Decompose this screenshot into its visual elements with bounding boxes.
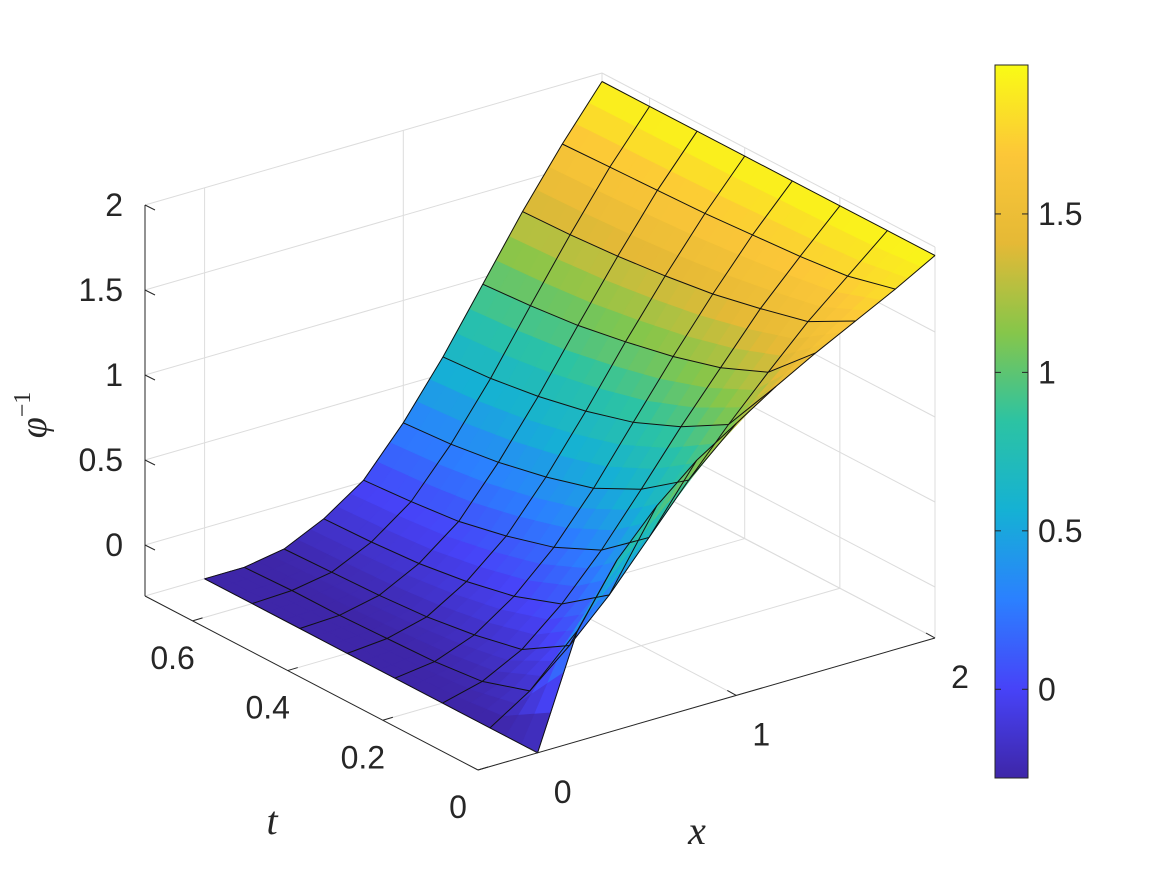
front-axes [144,205,936,771]
x-axis-line [477,637,936,771]
t-tick-label: 0.2 [341,739,385,775]
x-tick-mark [528,747,538,754]
colorbar-ticks: 0 0.5 1 1.5 [995,196,1082,707]
mesh-line-x [204,578,538,754]
mesh-line-x [522,211,856,323]
mesh-line-x [482,283,816,373]
surface [203,80,936,754]
x-tick-label: 0 [554,774,572,810]
t-tick-label: 0 [449,789,467,825]
z-tick-mark [144,374,156,381]
x-tick-mark [925,632,936,639]
x-tick-mark [727,689,737,696]
z-axis-label: φ−1 [10,392,55,439]
z-axis-label-sup: −1 [10,392,36,418]
z-tick-mark [144,204,156,211]
z-tick-mark [144,289,156,296]
colorbar-tick-label: 1.5 [1038,196,1082,232]
t-axis-ticks: 0 0.2 0.4 0.6 [150,617,489,825]
mesh-line-x [283,548,618,651]
z-axis-label-base: φ [13,417,55,438]
t-tick-mark [382,716,394,721]
z-tick-label: 1 [105,357,123,393]
mesh-line-x [403,422,737,490]
t-tick-mark [287,667,298,672]
mesh-line-x [562,143,896,290]
x-axis-ticks: 0 1 2 [528,632,969,810]
mesh-line-x [323,505,658,605]
z-axis-ticks: 0 0.5 1 1.5 2 [79,187,156,563]
mesh-line-x [442,356,777,428]
x-axis-label: x [687,808,706,853]
t-axis-line [144,595,479,771]
mesh-line-x [363,460,698,551]
x-tick-label: 1 [752,716,770,752]
z-tick-label: 1.5 [79,272,123,308]
colorbar-tick-label: 1 [1038,354,1056,390]
grid-line-z [601,72,936,248]
z-tick-label: 0.5 [79,442,123,478]
t-tick-mark [477,766,489,771]
t-tick-label: 0.6 [150,640,194,676]
grid-line-z [144,72,603,206]
z-tick-mark [144,544,156,551]
z-tick-label: 2 [105,187,123,223]
t-tick-label: 0.4 [245,690,289,726]
t-tick-mark [192,617,203,622]
z-tick-label: 0 [105,527,123,563]
colorbar-tick-label: 0 [1038,671,1056,707]
mesh-line-x [244,566,578,692]
grid-line-z [144,157,603,291]
x-tick-label: 2 [951,659,969,695]
colorbar-tick-label: 0.5 [1038,513,1082,549]
z-tick-mark [144,459,156,466]
t-axis-label: t [266,798,278,843]
colorbar [994,64,1029,779]
mesh-line-x [601,81,936,256]
svg-text:φ−1: φ−1 [10,392,55,439]
